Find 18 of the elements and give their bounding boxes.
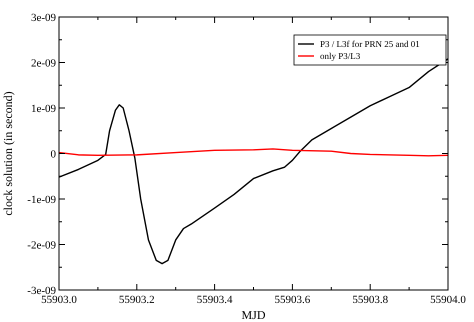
y-tick-label: -2e-09 xyxy=(27,239,56,252)
x-tick-label: 55903.6 xyxy=(274,294,311,306)
x-axis-title: MJD xyxy=(241,308,266,322)
line-series xyxy=(58,148,449,156)
legend-label: only P3/L3 xyxy=(320,51,361,62)
x-tick-label: 55903.4 xyxy=(196,294,233,306)
y-axis-title: clock solution (in second) xyxy=(1,91,15,216)
x-tick-label: 55903.2 xyxy=(118,294,155,306)
y-tick-label: 0 xyxy=(50,148,56,160)
y-tick-label: -1e-09 xyxy=(27,194,56,206)
legend-label: P3 / L3f for PRN 25 and 01 xyxy=(320,39,420,50)
y-tick-label: -3e-09 xyxy=(27,284,56,297)
y-tick-label: 1e-09 xyxy=(30,102,56,115)
x-tick-label: 55904.0 xyxy=(430,294,466,306)
x-tick-label: 55903.0 xyxy=(41,294,78,306)
y-tick-label: 2e-09 xyxy=(30,57,56,70)
x-tick-label: 55903.8 xyxy=(352,294,389,306)
y-tick-label: 3e-09 xyxy=(30,12,56,24)
